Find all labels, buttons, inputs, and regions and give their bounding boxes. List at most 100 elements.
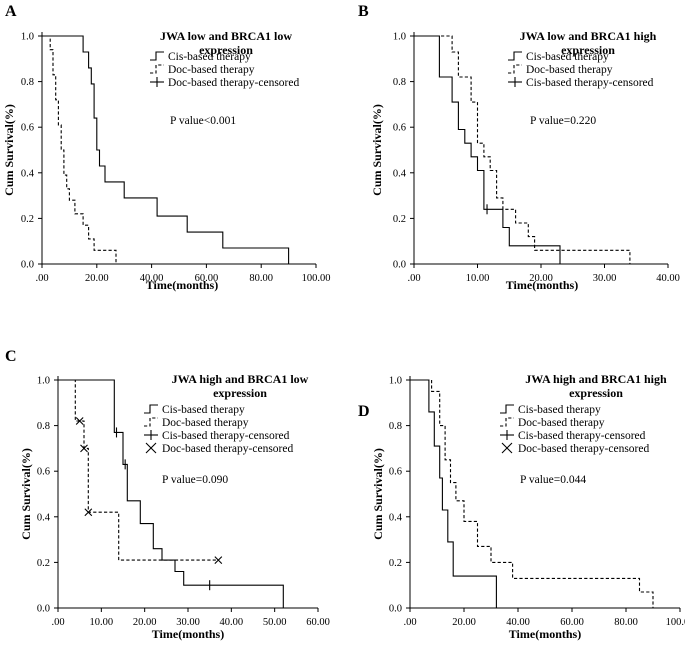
legend-swatch-censor-x — [501, 442, 513, 454]
y-tick-label: 0.6 — [389, 467, 402, 478]
x-tick-label: 60.00 — [306, 617, 330, 628]
legend-label: Cis-based therapy — [162, 404, 245, 416]
legend-swatch-dashed — [150, 64, 164, 74]
y-tick-label: 0.2 — [393, 214, 406, 225]
survival-curve-cis — [410, 379, 497, 608]
y-tick-label: 0.6 — [393, 123, 406, 134]
p-value-label: P value=0.044 — [520, 474, 586, 486]
panel-letter: B — [358, 3, 369, 20]
legend-label: Doc-based therapy — [518, 417, 605, 429]
panel-letter: D — [358, 403, 370, 420]
x-tick-label: 100.00 — [302, 273, 331, 284]
y-axis-title: Cum Survival(%) — [2, 104, 16, 196]
y-tick-label: 0.2 — [37, 558, 50, 569]
x-tick-label: 60.00 — [560, 617, 584, 628]
legend-label: Cis-based therapy-censored — [518, 430, 646, 442]
censor-mark-x — [75, 417, 84, 425]
legend-entry: Cis-based therapy-censored — [500, 430, 646, 442]
panel-c: C 0.0 0.2 0.4 0.6 0.8 1.0 .00 10.00 20.00 30.00 40.… — [5, 348, 330, 641]
legend-label: Cis-based therapy — [526, 51, 609, 63]
panel-title-line: expression — [199, 43, 253, 57]
survival-curve-cis — [58, 379, 284, 608]
y-tick-label: 0.8 — [37, 421, 50, 432]
p-value-label: P value<0.001 — [170, 115, 236, 127]
x-tick-label: .00 — [35, 273, 48, 284]
legend-entry: Doc-based therapy — [500, 417, 605, 429]
censor-mark-x — [214, 556, 223, 565]
panel-d: D 0.0 0.2 0.4 0.6 0.8 1.0 .00 20.00 40.00 60.00 80.… — [358, 372, 685, 641]
y-tick-label: 0.0 — [37, 604, 50, 615]
panel-letter: A — [5, 3, 17, 20]
y-tick-label: 0.8 — [389, 421, 402, 432]
legend-entry: Cis-based therapy — [144, 404, 245, 416]
y-tick-label: 0.2 — [21, 214, 34, 225]
y-tick-label: 0.8 — [393, 77, 406, 88]
x-axis-title: Time(months) — [506, 278, 578, 292]
x-axis-title: Time(months) — [509, 627, 581, 641]
y-tick-label: 0.0 — [389, 604, 402, 615]
legend-entry: Doc-based therapy — [144, 417, 249, 429]
y-tick-label: 0.4 — [389, 512, 403, 523]
x-tick-label: 40.00 — [656, 273, 680, 284]
legend-swatch-dashed — [508, 64, 522, 74]
censor-mark-x — [80, 444, 88, 453]
x-tick-label: 30.00 — [176, 617, 200, 628]
p-value-label: P value=0.090 — [162, 474, 228, 486]
x-tick-label: .00 — [51, 617, 64, 628]
x-tick-label: 100.00 — [666, 617, 685, 628]
legend-entry: Doc-based therapy — [508, 64, 613, 76]
panel-a: A 0.0 0.2 0.4 0.6 0.8 1.0 .00 20.00 40.00 60.00 80.… — [2, 3, 330, 292]
y-axis-title: Cum Survival(%) — [371, 448, 385, 540]
x-tick-label: 20.00 — [452, 617, 476, 628]
legend-label: Doc-based therapy — [526, 64, 613, 76]
survival-curve-cis — [42, 35, 290, 264]
panel-title-line: JWA low and BRCA1 high — [520, 29, 657, 43]
x-tick-label: 20.00 — [529, 273, 553, 284]
p-value-label: P value=0.220 — [530, 115, 596, 127]
legend-entry: Cis-based therapy-censored — [144, 430, 290, 442]
survival-curve-doc — [42, 35, 117, 264]
y-tick-label: 1.0 — [389, 376, 402, 387]
x-tick-label: .00 — [407, 273, 420, 284]
legend-label: Cis-based therapy-censored — [162, 430, 290, 442]
legend-entry: Doc-based therapy-censored — [145, 442, 293, 455]
y-tick-label: 0.2 — [389, 558, 402, 569]
y-axis-title: Cum Survival(%) — [370, 104, 384, 196]
legend-entry: Doc-based therapy-censored — [150, 77, 299, 89]
legend-label: Doc-based therapy-censored — [162, 443, 293, 455]
legend-entry: Cis-based therapy — [508, 51, 609, 63]
x-tick-label: 80.00 — [249, 273, 273, 284]
panel-title-line: JWA high and BRCA1 high — [525, 372, 667, 386]
x-tick-label: 80.00 — [614, 617, 638, 628]
legend-label: Cis-based therapy — [518, 404, 601, 416]
x-tick-label: 20.00 — [85, 273, 109, 284]
x-tick-label: 40.00 — [140, 273, 164, 284]
legend-swatch-dashed — [500, 417, 514, 427]
legend-label: Doc-based therapy — [162, 417, 249, 429]
legend-entry: Cis-based therapy — [150, 51, 251, 63]
y-tick-label: 1.0 — [21, 32, 34, 43]
x-axis-title: Time(months) — [146, 278, 218, 292]
x-tick-label: 60.00 — [195, 273, 219, 284]
panel-title-line: JWA low and BRCA1 low — [160, 29, 292, 43]
panel-letter: C — [5, 348, 17, 365]
legend-swatch-dashed — [144, 417, 158, 427]
x-tick-label: 40.00 — [220, 617, 244, 628]
y-tick-label: 0.6 — [21, 123, 34, 134]
survival-curve-cis — [414, 35, 561, 264]
y-axis-title: Cum Survival(%) — [19, 448, 33, 540]
panel-title-line: JWA high and BRCA1 low — [172, 372, 309, 386]
panel-title-line: expression — [561, 43, 615, 57]
y-tick-label: 1.0 — [37, 376, 50, 387]
x-tick-label: .00 — [403, 617, 416, 628]
x-tick-label: 20.00 — [133, 617, 157, 628]
legend-entry: Cis-based therapy-censored — [508, 77, 654, 89]
y-tick-label: 0.6 — [37, 467, 50, 478]
y-tick-label: 1.0 — [393, 32, 406, 43]
y-tick-label: 0.0 — [21, 260, 34, 271]
legend-swatch-solid — [508, 51, 522, 61]
y-tick-label: 0.0 — [393, 260, 406, 271]
legend-swatch-solid — [500, 404, 514, 414]
legend-entry: Doc-based therapy-censored — [501, 442, 649, 455]
